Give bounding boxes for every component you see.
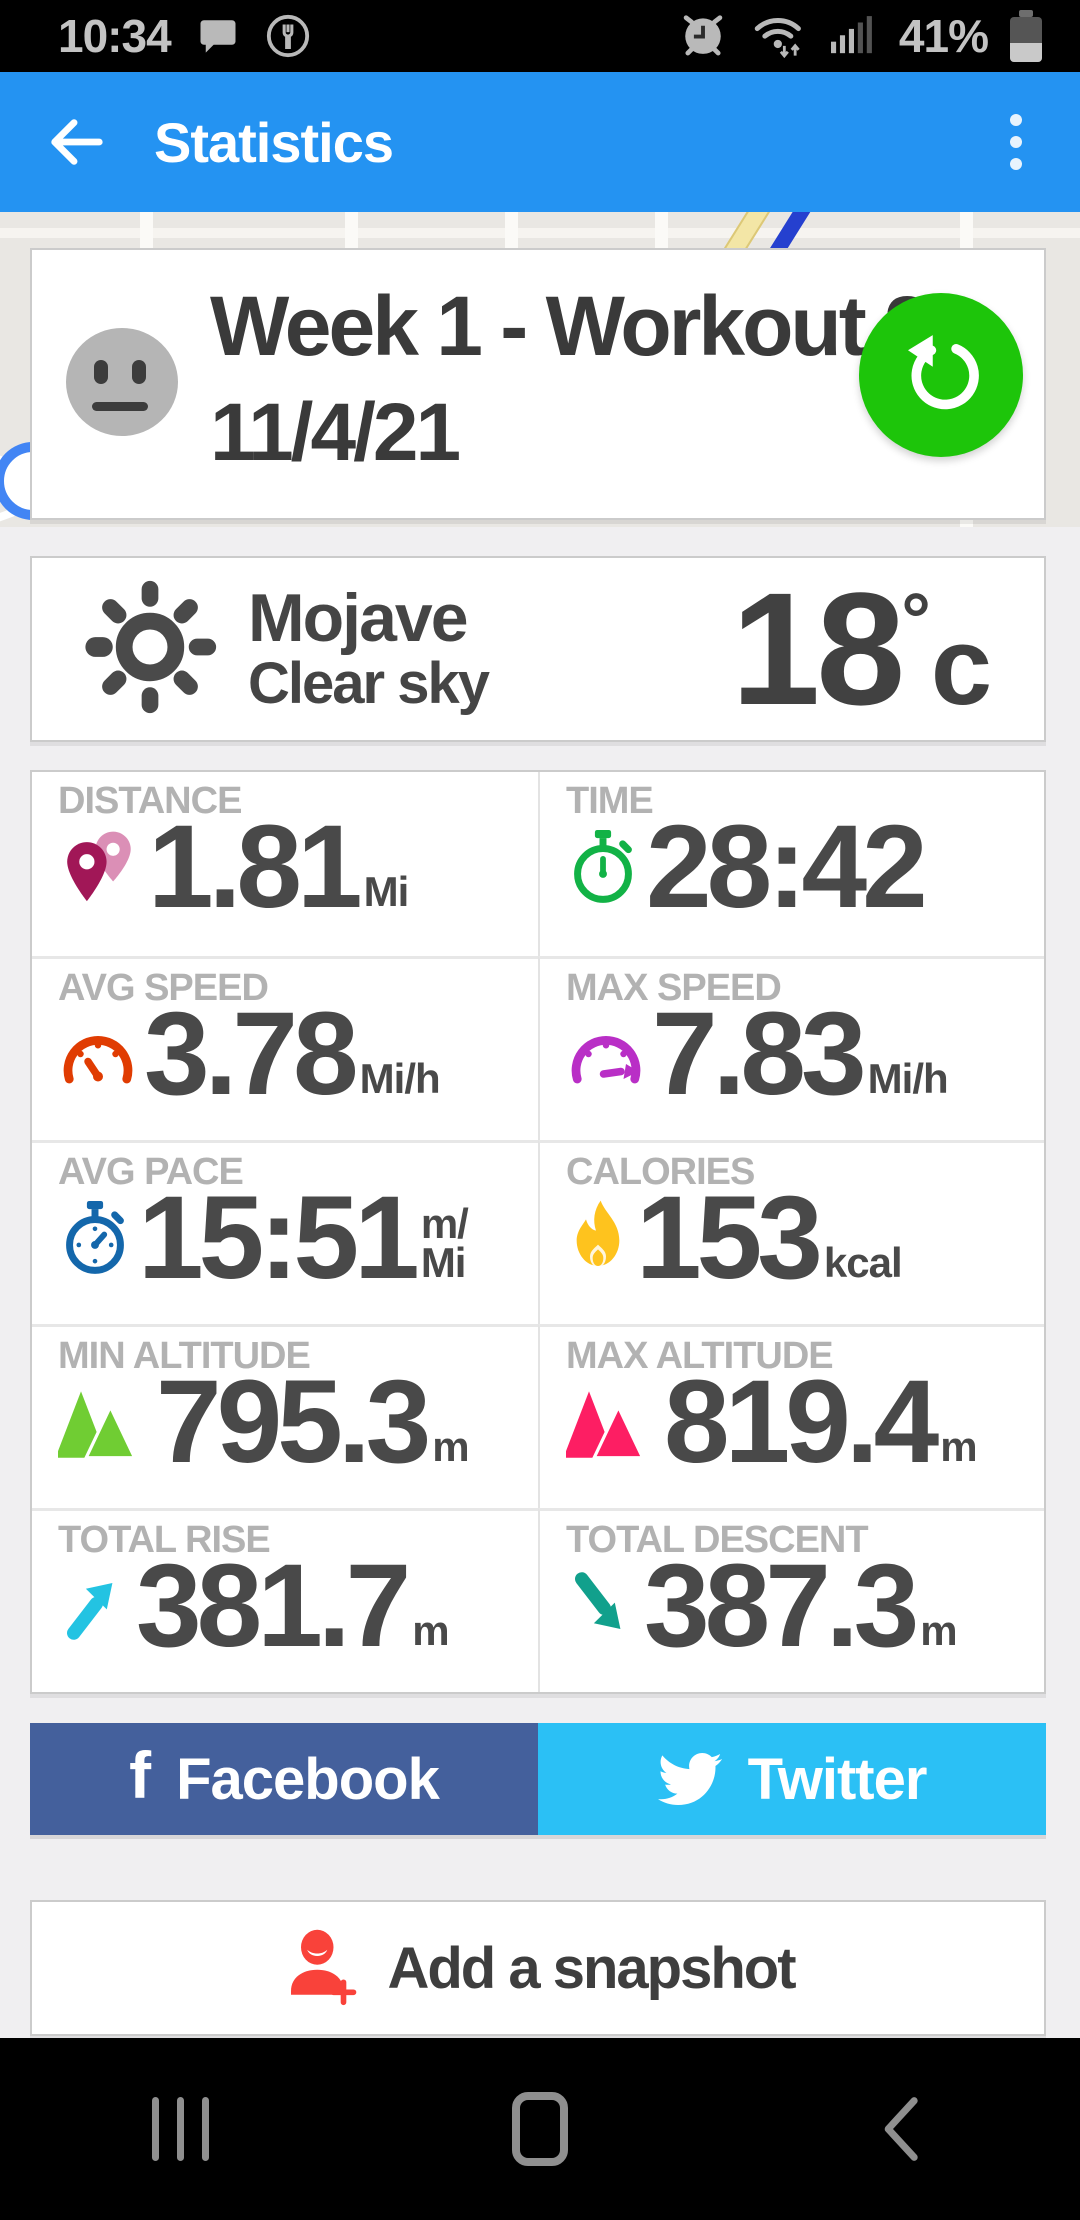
stat-avg-speed: AVG SPEED 3.78 Mi/h bbox=[32, 956, 538, 1140]
twitter-share-button[interactable]: Twitter bbox=[538, 1723, 1046, 1835]
battery-percent-text: 41% bbox=[898, 10, 989, 62]
overflow-menu-button[interactable] bbox=[1010, 109, 1022, 175]
stopwatch-icon bbox=[566, 827, 640, 907]
recents-icon bbox=[143, 2097, 218, 2161]
workout-date: 11/4/21 bbox=[210, 387, 461, 478]
signal-icon bbox=[830, 9, 877, 64]
speedometer-icon bbox=[566, 1021, 646, 1087]
sun-icon bbox=[74, 571, 226, 728]
stat-max-altitude: MAX ALTITUDE 819.4 m bbox=[538, 1324, 1044, 1508]
stat-total-descent: TOTAL DESCENT 387.3 m bbox=[538, 1508, 1044, 1692]
facebook-icon: f bbox=[129, 1738, 151, 1812]
status-bar: 10:34 bbox=[0, 0, 1080, 72]
reload-fab-button[interactable] bbox=[859, 293, 1023, 457]
add-snapshot-label: Add a snapshot bbox=[387, 1935, 796, 2001]
navigation-bar bbox=[0, 2038, 1080, 2220]
twitter-icon bbox=[657, 1747, 722, 1811]
back-chevron-icon bbox=[884, 2097, 918, 2161]
share-buttons: f Facebook Twitter bbox=[30, 1723, 1046, 1835]
stats-card: DISTANCE 1.81 Mi TIME bbox=[30, 770, 1046, 1694]
stopwatch-icon bbox=[58, 1198, 132, 1278]
facebook-share-button[interactable]: f Facebook bbox=[30, 1723, 538, 1835]
mountains-icon bbox=[58, 1385, 150, 1460]
speedometer-icon bbox=[58, 1021, 138, 1087]
mountains-icon bbox=[566, 1385, 658, 1460]
temperature-value: 18°c bbox=[731, 559, 992, 738]
arrow-up-right-icon bbox=[58, 1570, 130, 1642]
stat-distance: DISTANCE 1.81 Mi bbox=[58, 780, 409, 933]
fork-circle-icon bbox=[265, 13, 311, 59]
clock-text: 10:34 bbox=[58, 10, 172, 62]
stat-min-altitude: MIN ALTITUDE 795.3 m bbox=[32, 1324, 538, 1508]
stat-max-speed: MAX SPEED 7.83 Mi/h bbox=[538, 956, 1044, 1140]
battery-icon bbox=[1010, 10, 1042, 62]
rotate-ccw-icon bbox=[908, 335, 979, 410]
stat-time: TIME 28:42 bbox=[538, 772, 1044, 956]
twitter-label: Twitter bbox=[747, 1746, 928, 1812]
recents-button[interactable] bbox=[0, 2097, 360, 2161]
home-icon bbox=[512, 2092, 568, 2166]
flame-icon bbox=[566, 1198, 630, 1278]
workout-title: Week 1 - Workout 2 bbox=[210, 279, 931, 373]
map-pins-icon bbox=[58, 825, 142, 909]
page-title: Statistics bbox=[154, 110, 394, 174]
facebook-label: Facebook bbox=[176, 1746, 440, 1812]
stat-calories: CALORIES 153 kcal bbox=[538, 1140, 1044, 1324]
back-button[interactable] bbox=[38, 104, 114, 180]
person-add-icon bbox=[281, 1926, 361, 2011]
stat-avg-pace: AVG PACE bbox=[32, 1140, 538, 1324]
arrow-down-right-icon bbox=[566, 1570, 638, 1642]
add-snapshot-button[interactable]: Add a snapshot bbox=[30, 1900, 1046, 2036]
content-area: Week 1 - Workout 2 11/4/21 Mojave bbox=[0, 212, 1080, 2038]
alarm-icon bbox=[677, 8, 729, 65]
back-nav-button[interactable] bbox=[720, 2096, 1080, 2162]
stat-total-rise: TOTAL RISE 381.7 m bbox=[32, 1508, 538, 1692]
wifi-icon bbox=[751, 8, 809, 65]
neutral-face-icon bbox=[66, 328, 178, 436]
back-arrow-icon bbox=[51, 119, 103, 165]
weather-condition: Clear sky bbox=[248, 651, 490, 717]
app-bar: Statistics bbox=[0, 72, 1080, 212]
weather-location: Mojave bbox=[248, 579, 469, 656]
home-button[interactable] bbox=[360, 2092, 720, 2166]
weather-card: Mojave Clear sky 18°c bbox=[30, 556, 1046, 742]
chat-bubble-icon bbox=[197, 15, 239, 57]
